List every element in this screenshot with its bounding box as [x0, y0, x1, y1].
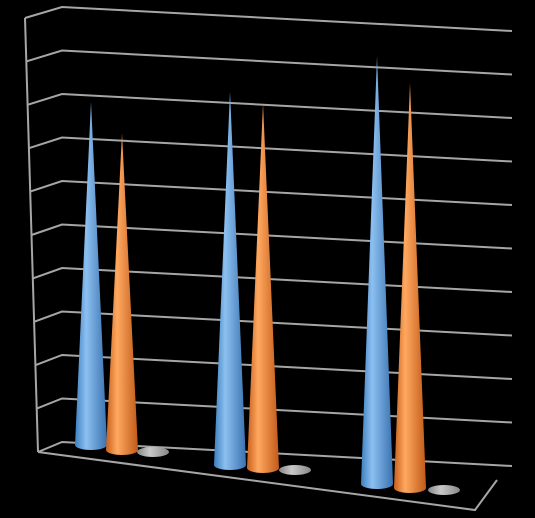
cone: [214, 91, 246, 470]
grid-line: [31, 223, 513, 250]
cone: [428, 485, 460, 495]
grid-line: [28, 136, 513, 163]
grid-line: [29, 179, 513, 206]
grid-line: [36, 397, 513, 424]
cone: [137, 447, 169, 457]
cone: [106, 133, 138, 455]
grid-line: [35, 353, 513, 380]
grid-line: [24, 5, 513, 32]
cone: [247, 103, 279, 473]
axis-line: [24, 17, 39, 453]
grid-line: [32, 266, 513, 293]
cone: [279, 465, 311, 475]
cone: [361, 56, 393, 489]
grid-line: [26, 49, 513, 76]
cone: [75, 101, 107, 451]
floor: [37, 451, 498, 512]
grid-line: [27, 92, 513, 119]
cone: [394, 83, 426, 493]
grid-line: [33, 310, 513, 337]
